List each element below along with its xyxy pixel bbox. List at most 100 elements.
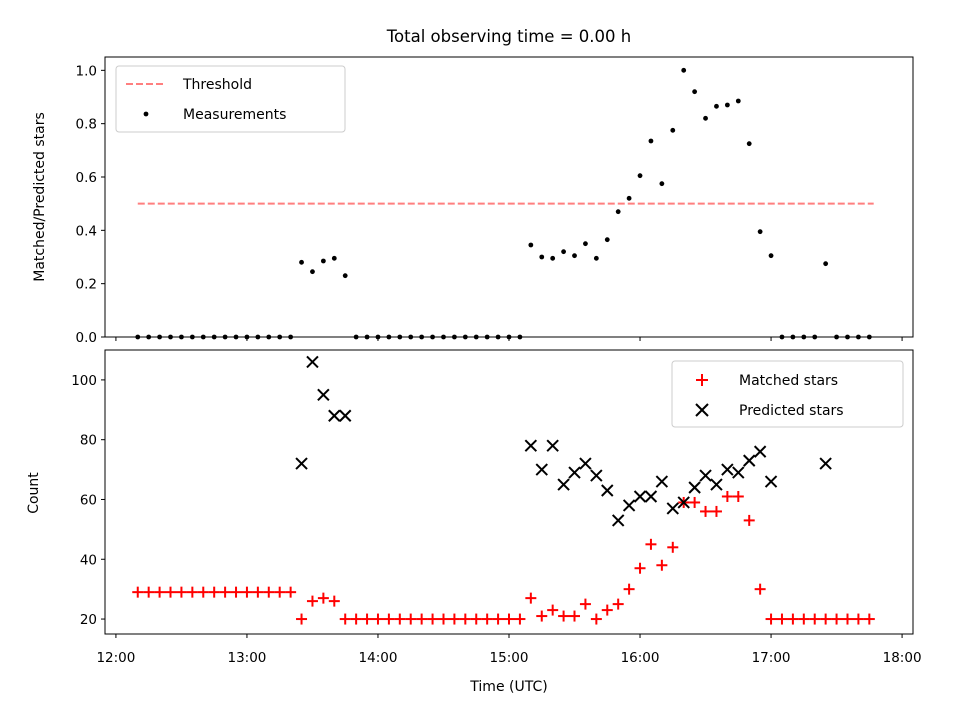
matched-star-point — [481, 613, 493, 625]
top-y-tick-label-2: 0.4 — [76, 223, 97, 239]
matched-star-point — [427, 613, 439, 625]
top-axes: 0.0 0.2 0.4 0.6 0.8 1.0 Matched/Predicted sta… — [32, 56, 914, 346]
predicted-star-point — [295, 457, 308, 470]
matched-star-point — [798, 613, 810, 625]
predicted-star-point — [721, 463, 734, 476]
predicted-star-point — [644, 490, 658, 503]
top-y-tick-label-0: 0.0 — [76, 330, 97, 346]
matched-star-point — [503, 613, 515, 625]
x-tick-label-2: 14:00 — [359, 650, 398, 666]
matched-star-point — [252, 586, 264, 598]
bottom-y-tick-label-1: 40 — [80, 552, 97, 568]
predicted-star-point — [328, 409, 341, 422]
measurement-point — [659, 181, 665, 187]
x-tick-label-3: 15:00 — [490, 650, 529, 666]
measurement-point — [768, 253, 774, 259]
predicted-star-point — [601, 484, 614, 497]
measurement-point — [735, 98, 741, 104]
bottom-y-tick-label-2: 60 — [80, 492, 97, 508]
matched-star-point — [328, 595, 340, 607]
predicted-star-point — [339, 409, 352, 422]
matched-star-point — [132, 586, 144, 598]
bottom-y-tick-label-3: 80 — [80, 433, 97, 449]
matched-star-point — [590, 613, 602, 625]
x-tick-label-0: 12:00 — [96, 650, 135, 666]
predicted-star-point — [764, 475, 778, 488]
matched-star-point — [263, 586, 275, 598]
bottom-x-ticks: 12:00 13:00 14:00 15:00 16:00 17:00 18:00 — [96, 634, 922, 666]
matched-star-point — [732, 490, 744, 502]
matched-star-point — [165, 586, 177, 598]
matched-star-point — [306, 595, 318, 607]
matched-star-point — [361, 613, 373, 625]
matched-star-point — [667, 541, 679, 553]
measurement-point — [681, 67, 687, 73]
x-tick-label-5: 17:00 — [752, 650, 791, 666]
bottom-marks — [132, 355, 875, 625]
measurement-point — [757, 229, 763, 235]
predicted-star-point — [633, 490, 647, 503]
top-y-tick-label-1: 0.2 — [76, 277, 97, 293]
x-tick-label-4: 16:00 — [621, 650, 660, 666]
measurement-point — [615, 209, 621, 215]
matched-star-point — [645, 538, 657, 550]
matched-star-point — [197, 586, 209, 598]
matched-star-point — [569, 610, 581, 622]
measurement-point — [320, 258, 326, 264]
matched-star-point — [416, 613, 428, 625]
matched-star-point — [558, 610, 570, 622]
measurement-point — [714, 103, 719, 109]
top-legend-frame — [115, 65, 346, 133]
bottom-legend: Matched stars Predicted stars — [671, 360, 904, 428]
matched-star-point — [841, 613, 853, 625]
matched-star-point — [492, 613, 504, 625]
measurement-point — [539, 254, 545, 260]
matched-star-point — [776, 613, 788, 625]
measurement-point — [724, 102, 730, 108]
top-y-tick-label-5: 1.0 — [76, 63, 97, 79]
bottom-y-axis-label: Count — [26, 472, 42, 514]
matched-star-point — [514, 613, 526, 625]
measurement-point — [561, 249, 566, 255]
matched-star-point — [852, 613, 864, 625]
predicted-star-point — [677, 496, 690, 509]
matched-star-point — [820, 613, 832, 625]
matched-star-point — [394, 613, 406, 625]
matched-star-point — [831, 613, 843, 625]
bottom-axes: 20 40 60 80 100 12:00 13:00 14:00 15:00 16:00 17:… — [26, 349, 922, 695]
matched-star-point — [143, 586, 155, 598]
matched-star-point — [285, 586, 297, 598]
matched-star-point — [525, 592, 537, 604]
matched-star-point — [186, 586, 198, 598]
matched-star-point — [208, 586, 220, 598]
top-y-tick-label-3: 0.6 — [76, 170, 97, 186]
top-y-axis-label: Matched/Predicted stars — [32, 112, 48, 282]
predicted-star-point — [317, 388, 330, 402]
top-x-ticks — [115, 337, 903, 341]
x-tick-label-1: 13:00 — [227, 650, 266, 666]
predicted-star-point — [753, 445, 767, 458]
top-y-tick-label-4: 0.8 — [76, 117, 97, 133]
matched-star-point — [754, 583, 766, 595]
measurement-point — [637, 173, 643, 179]
bottom-y-tick-label-0: 20 — [80, 612, 97, 628]
legend-matched-label: Matched stars — [739, 373, 838, 389]
matched-star-point — [710, 505, 722, 517]
matched-star-point — [437, 613, 449, 625]
measurement-point — [746, 141, 752, 147]
measurement-point — [593, 255, 599, 261]
predicted-star-point — [655, 475, 669, 488]
matched-star-point — [863, 613, 875, 625]
legend-threshold-label: Threshold — [182, 77, 252, 93]
matched-star-point — [241, 586, 253, 598]
predicted-star-point — [546, 439, 559, 452]
measurement-point — [299, 259, 304, 265]
predicted-star-point — [557, 478, 570, 491]
predicted-star-point — [710, 478, 723, 491]
measurement-point — [604, 237, 610, 243]
legend-measurements-label: Measurements — [183, 107, 286, 123]
measurement-point — [331, 255, 337, 261]
matched-star-point — [154, 586, 166, 598]
measurement-point — [823, 261, 829, 267]
measurement-point — [692, 89, 698, 95]
